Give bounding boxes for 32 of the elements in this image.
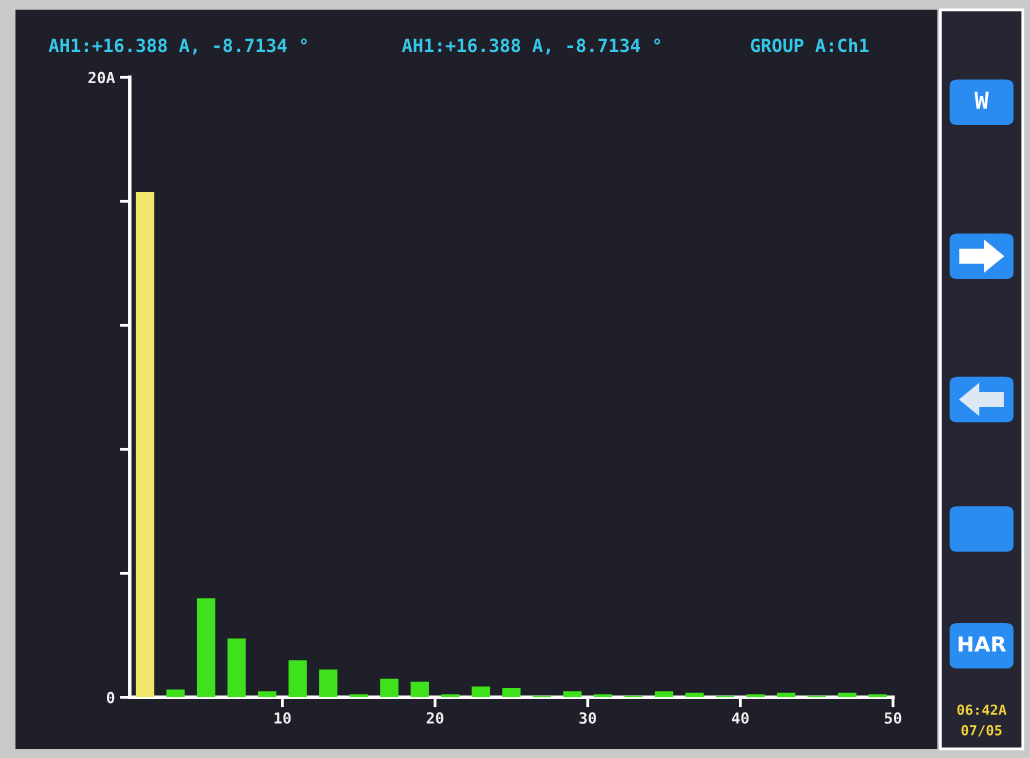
bar — [502, 688, 521, 698]
bar — [868, 694, 887, 698]
bar — [288, 660, 307, 698]
bar — [319, 669, 338, 698]
bar — [654, 691, 674, 698]
bar — [380, 678, 399, 698]
bar — [135, 192, 155, 698]
text: GROUP A:Ch1 — [750, 38, 869, 53]
text: AH1:+16.388 A, -8.7134 ° — [48, 38, 307, 55]
y-tick-label: 0 — [106, 691, 115, 704]
bar — [563, 691, 582, 698]
x-tick-label: 50 — [884, 712, 902, 724]
bar — [349, 694, 368, 698]
text: HAR — [958, 636, 1006, 652]
bar — [227, 638, 246, 698]
bar — [410, 681, 429, 698]
text: 07/05 — [961, 724, 1002, 737]
bar — [258, 691, 277, 698]
x-tick-label: 30 — [579, 712, 596, 724]
y-tick-label: 20A — [88, 71, 115, 84]
bar — [593, 694, 613, 698]
bar — [441, 694, 460, 698]
bar — [166, 689, 185, 698]
text: AH1:+16.388 A, -8.7134 ° — [401, 38, 661, 55]
bar — [746, 694, 765, 698]
x-tick-label: 10 — [274, 712, 291, 724]
bar — [471, 686, 491, 698]
x-tick-label: 40 — [731, 712, 749, 724]
x-tick-label: 20 — [426, 712, 444, 724]
text: W — [974, 91, 989, 109]
text: 06:42A — [957, 704, 1007, 716]
bar — [196, 598, 216, 698]
